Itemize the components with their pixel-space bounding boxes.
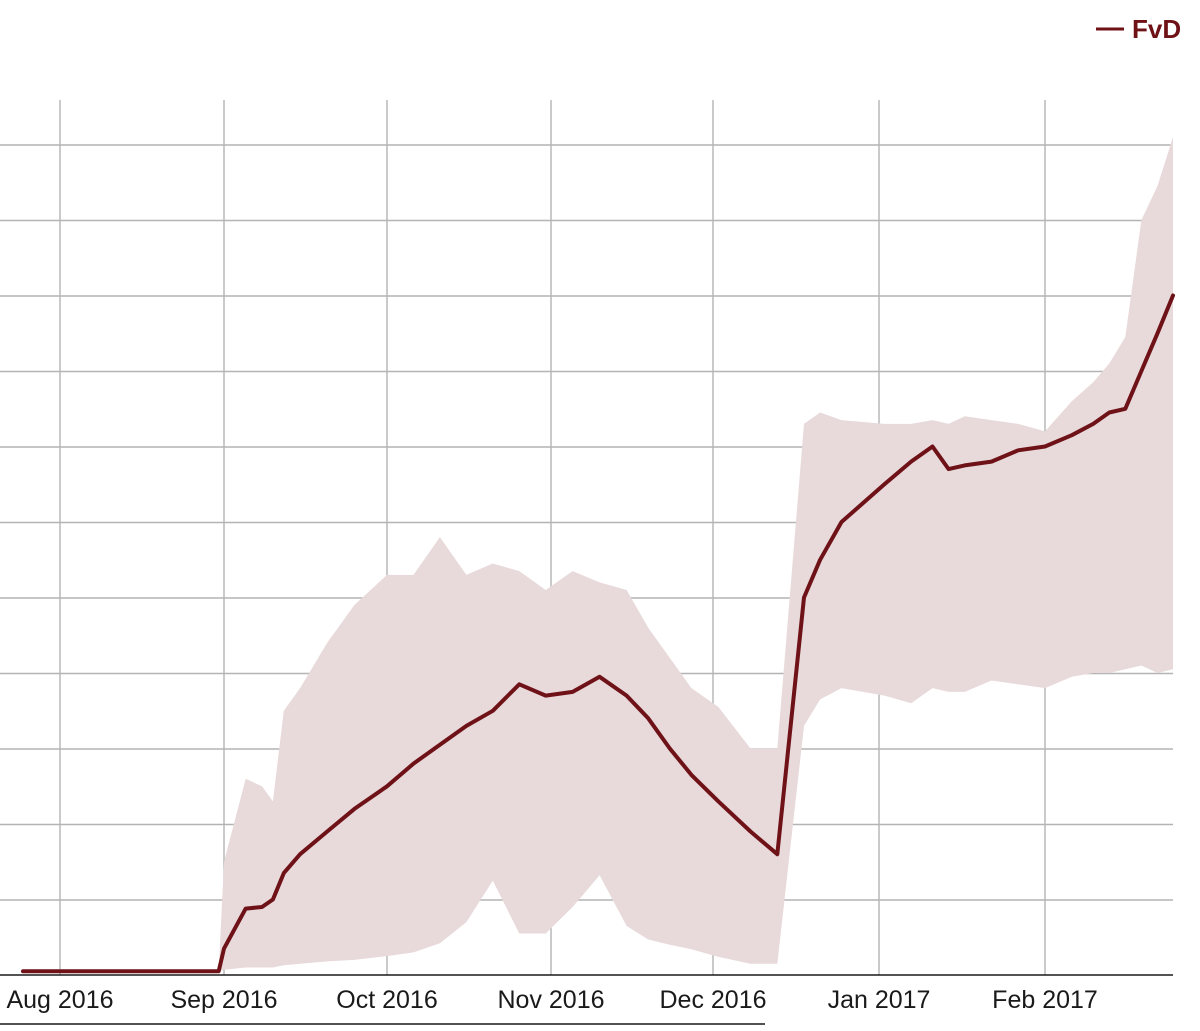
legend-label-fvd: FvD <box>1132 14 1181 44</box>
x-tick-label: Sep 2016 <box>170 986 277 1014</box>
x-axis <box>0 974 1173 1025</box>
x-tick-label: Oct 2016 <box>336 986 437 1014</box>
uncertainty-band-layer <box>23 137 1173 972</box>
series-line-fvd <box>21 293 1175 974</box>
series-line-layer <box>21 293 1175 974</box>
x-tick-label: Feb 2017 <box>992 986 1098 1014</box>
legend[interactable]: FvD <box>1096 14 1181 44</box>
x-tick-labels: Aug 2016 Sep 2016 Oct 2016 Nov 2016 Dec 2016… <box>6 986 1097 1014</box>
x-tick-label: Aug 2016 <box>6 986 113 1014</box>
x-tick-label: Nov 2016 <box>497 986 604 1014</box>
x-tick-label: Dec 2016 <box>659 986 766 1014</box>
x-tick-label: Jan 2017 <box>828 986 931 1014</box>
series-band-fvd <box>23 137 1173 972</box>
